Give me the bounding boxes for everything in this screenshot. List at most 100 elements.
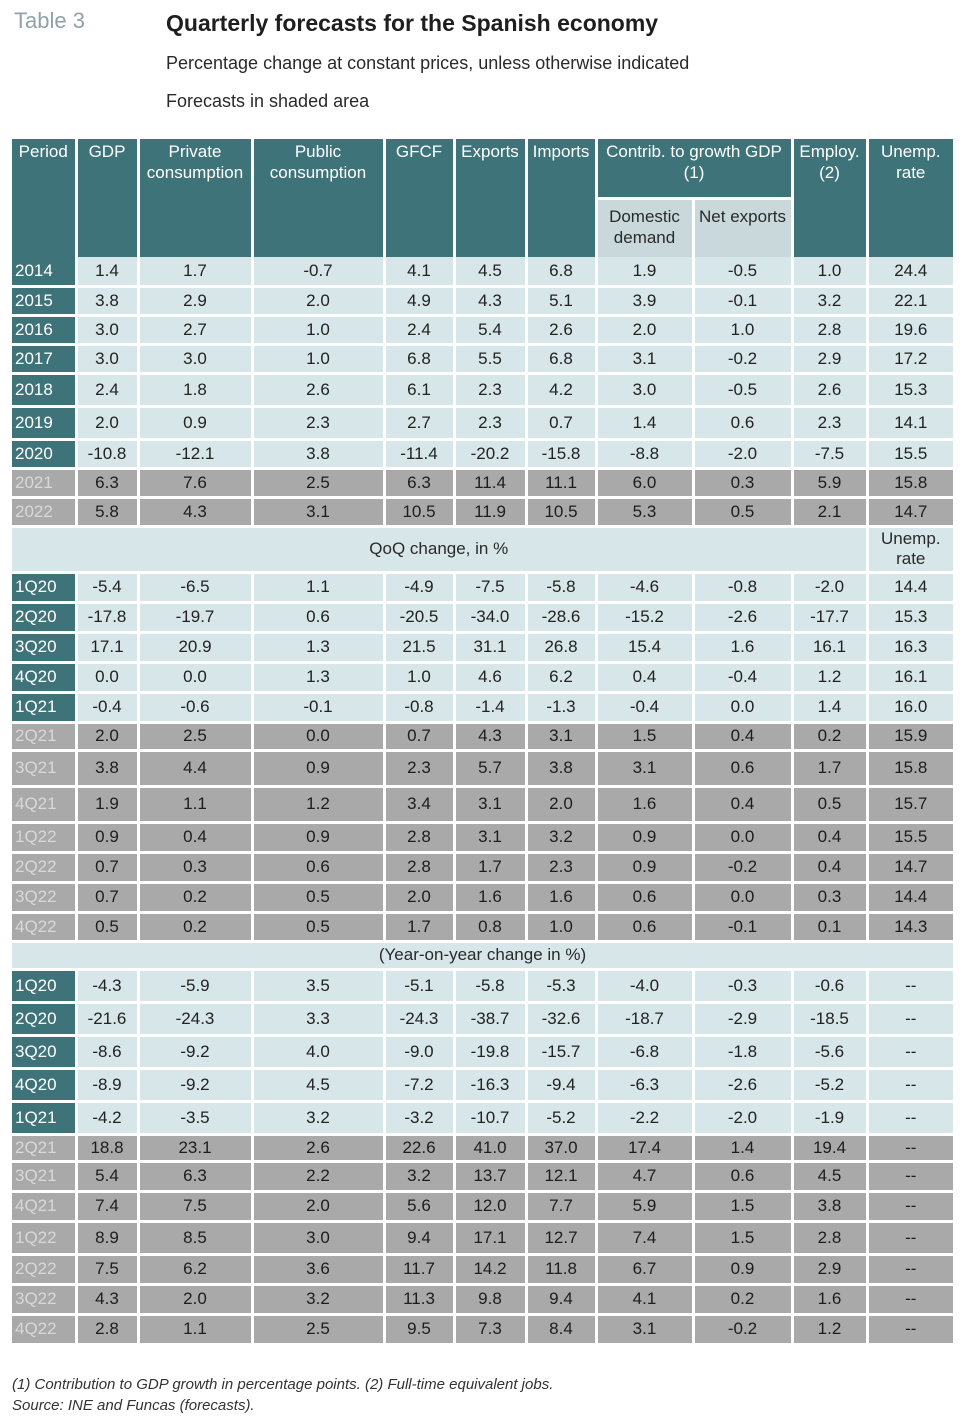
cell-unemployment-rate: 19.6 xyxy=(867,315,953,346)
cell-private-consumption: 1.7 xyxy=(138,257,254,288)
cell-net-exports: 0.0 xyxy=(693,882,794,914)
cell-domestic-demand: 0.9 xyxy=(596,822,695,854)
cell-gdp: 6.3 xyxy=(76,468,140,499)
cell-gfcf: 10.5 xyxy=(384,497,456,528)
cell-public-consumption: 3.8 xyxy=(252,439,386,470)
cell-employment: 0.1 xyxy=(792,912,869,943)
cell-private-consumption: 2.0 xyxy=(138,1284,254,1316)
table-row: 4Q21 7.4 7.5 2.0 5.6 12.0 7.7 5.9 1.5 3.8 -- xyxy=(12,1191,953,1223)
cell-domestic-demand: 0.6 xyxy=(596,912,695,943)
cell-net-exports: 0.6 xyxy=(693,750,794,788)
cell-imports: 8.4 xyxy=(526,1314,598,1346)
cell-employment: 0.3 xyxy=(792,882,869,914)
cell-net-exports: -0.2 xyxy=(693,344,794,375)
cell-exports: -34.0 xyxy=(454,602,528,634)
cell-unemployment-rate: -- xyxy=(867,1314,953,1346)
table-row: 1Q20 -5.4 -6.5 1.1 -4.9 -7.5 -5.8 -4.6 -0.8 -2.0 1… xyxy=(12,572,953,604)
cell-domestic-demand: -0.4 xyxy=(596,692,695,724)
cell-private-consumption: -5.9 xyxy=(138,969,254,1004)
cell-net-exports: -0.8 xyxy=(693,572,794,604)
cell-gdp: 0.5 xyxy=(76,912,140,943)
cell-gdp: 3.8 xyxy=(76,286,140,317)
cell-period: 2017 xyxy=(12,344,78,375)
cell-domestic-demand: 4.1 xyxy=(596,1284,695,1316)
cell-domestic-demand: 1.5 xyxy=(596,722,695,752)
table-row: 1Q22 8.9 8.5 3.0 9.4 17.1 12.7 7.4 1.5 2.8 -- xyxy=(12,1221,953,1256)
cell-gdp: 2.8 xyxy=(76,1314,140,1346)
cell-gfcf: 1.7 xyxy=(384,912,456,943)
cell-private-consumption: 6.2 xyxy=(138,1254,254,1286)
cell-imports: 3.8 xyxy=(526,750,598,788)
cell-domestic-demand: 5.3 xyxy=(596,497,695,528)
cell-exports: 12.0 xyxy=(454,1191,528,1223)
cell-unemployment-rate: 15.8 xyxy=(867,468,953,499)
cell-imports: 12.7 xyxy=(526,1221,598,1256)
cell-net-exports: 0.6 xyxy=(693,1161,794,1193)
cell-net-exports: -0.1 xyxy=(693,286,794,317)
cell-private-consumption: 6.3 xyxy=(138,1161,254,1193)
table-row: 1Q21 -4.2 -3.5 3.2 -3.2 -10.7 -5.2 -2.2 -2.0 -1.9… xyxy=(12,1101,953,1136)
table-row: 2015 3.8 2.9 2.0 4.9 4.3 5.1 3.9 -0.1 3.2 22.1 xyxy=(12,286,953,317)
cell-gdp: 0.0 xyxy=(76,662,140,694)
cell-period: 2020 xyxy=(12,439,78,470)
table-row: 2019 2.0 0.9 2.3 2.7 2.3 0.7 1.4 0.6 2.3 14.1 xyxy=(12,406,953,441)
cell-exports: -1.4 xyxy=(454,692,528,724)
cell-public-consumption: 3.2 xyxy=(252,1101,386,1136)
cell-unemployment-rate: 24.4 xyxy=(867,257,953,288)
cell-imports: 3.1 xyxy=(526,722,598,752)
cell-exports: 7.3 xyxy=(454,1314,528,1346)
cell-net-exports: 0.9 xyxy=(693,1254,794,1286)
section-header-row: (Year-on-year change in %) xyxy=(12,941,953,971)
cell-gdp: 17.1 xyxy=(76,632,140,664)
cell-gdp: -8.9 xyxy=(76,1068,140,1103)
cell-public-consumption: 0.6 xyxy=(252,602,386,634)
header-period: Period xyxy=(12,139,78,257)
cell-exports: 3.1 xyxy=(454,822,528,854)
cell-domestic-demand: -15.2 xyxy=(596,602,695,634)
cell-unemployment-rate: -- xyxy=(867,1161,953,1193)
cell-public-consumption: 0.0 xyxy=(252,722,386,752)
cell-public-consumption: 1.0 xyxy=(252,315,386,346)
cell-gfcf: -0.8 xyxy=(384,692,456,724)
cell-gfcf: 6.8 xyxy=(384,344,456,375)
cell-exports: 0.8 xyxy=(454,912,528,943)
section-label: QoQ change, in % xyxy=(12,526,867,574)
cell-period: 2016 xyxy=(12,315,78,346)
table-row: 4Q20 0.0 0.0 1.3 1.0 4.6 6.2 0.4 -0.4 1.2 16.1 xyxy=(12,662,953,694)
cell-private-consumption: -19.7 xyxy=(138,602,254,634)
cell-employment: -18.5 xyxy=(792,1002,869,1037)
cell-employment: 1.6 xyxy=(792,1284,869,1316)
cell-exports: 13.7 xyxy=(454,1161,528,1193)
cell-imports: -28.6 xyxy=(526,602,598,634)
cell-net-exports: 1.0 xyxy=(693,315,794,346)
cell-unemployment-rate: 15.3 xyxy=(867,373,953,408)
cell-private-consumption: 0.2 xyxy=(138,912,254,943)
cell-imports: -5.2 xyxy=(526,1101,598,1136)
cell-period: 4Q21 xyxy=(12,1191,78,1223)
cell-net-exports: -1.8 xyxy=(693,1035,794,1070)
cell-net-exports: -0.1 xyxy=(693,912,794,943)
cell-public-consumption: 2.0 xyxy=(252,1191,386,1223)
table-row: 3Q20 -8.6 -9.2 4.0 -9.0 -19.8 -15.7 -6.8 -1.8 -5.… xyxy=(12,1035,953,1070)
cell-unemployment-rate: -- xyxy=(867,1254,953,1286)
cell-exports: 2.3 xyxy=(454,406,528,441)
cell-unemployment-rate: -- xyxy=(867,1101,953,1136)
cell-gfcf: 11.7 xyxy=(384,1254,456,1286)
cell-period: 4Q20 xyxy=(12,1068,78,1103)
cell-gfcf: 22.6 xyxy=(384,1134,456,1163)
cell-gdp: 0.7 xyxy=(76,882,140,914)
cell-domestic-demand: 1.4 xyxy=(596,406,695,441)
cell-exports: -20.2 xyxy=(454,439,528,470)
cell-gdp: 5.8 xyxy=(76,497,140,528)
cell-exports: 14.2 xyxy=(454,1254,528,1286)
cell-gfcf: 11.3 xyxy=(384,1284,456,1316)
cell-public-consumption: 0.5 xyxy=(252,912,386,943)
cell-exports: -5.8 xyxy=(454,969,528,1004)
cell-employment: 16.1 xyxy=(792,632,869,664)
cell-imports: 11.8 xyxy=(526,1254,598,1286)
table-row: 2021 6.3 7.6 2.5 6.3 11.4 11.1 6.0 0.3 5.9 15.8 xyxy=(12,468,953,499)
cell-gfcf: 0.7 xyxy=(384,722,456,752)
cell-public-consumption: 4.0 xyxy=(252,1035,386,1070)
header-employment: Employ. (2) xyxy=(792,139,869,257)
cell-public-consumption: 3.3 xyxy=(252,1002,386,1037)
